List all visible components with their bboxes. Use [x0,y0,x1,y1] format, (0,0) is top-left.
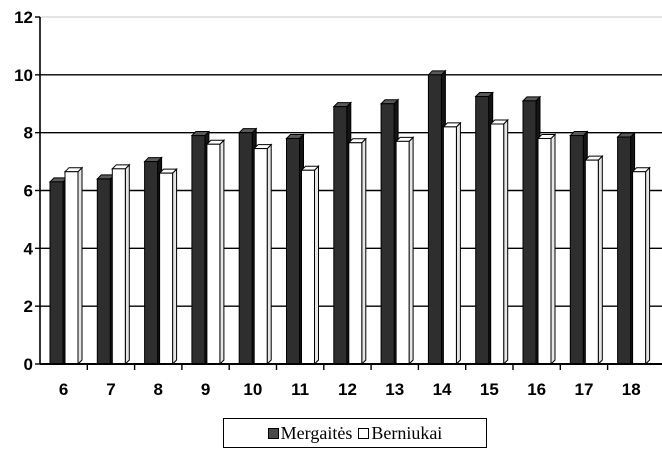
legend-item-boys: Berniukai [358,423,442,444]
bar-boys-10 [252,143,273,366]
bar-boys-11-front [301,169,315,365]
legend-item-girls: Mergaitės [267,422,353,444]
bar-boys-6-front [64,171,79,365]
bar-girls-12-front [333,106,348,365]
bar-boys-12-front [348,142,363,365]
bar-girls-15-front [475,96,490,365]
x-tick-label-17: 17 [574,380,593,399]
bar-girls-14 [427,69,447,366]
bar-boys-7-front [111,168,126,365]
legend-label-girls: Mergaitės [280,422,353,443]
x-tick-label-9: 9 [201,380,210,399]
bar-girls-11-front [286,137,300,365]
y-tick-label-8: 8 [24,124,33,143]
y-tick-label-2: 2 [24,297,33,316]
x-tick-label-16: 16 [527,380,546,399]
bar-boys-8-front [159,172,174,365]
bar-boys-18 [631,166,651,366]
bar-girls-18-front [617,136,632,365]
x-tick-label-12: 12 [338,380,357,399]
bar-boys-14 [442,121,462,366]
bar-boys-15 [489,118,509,366]
x-tick-label-7: 7 [106,380,115,399]
bar-boys-9-front [206,143,221,365]
x-tick-label-13: 13 [385,380,404,399]
bar-girls-8 [143,156,163,366]
bar-girls-8-front [144,161,159,365]
bar-girls-17-front [569,135,584,365]
y-tick-label-6: 6 [24,182,33,201]
bar-boys-11-side [314,165,319,366]
bar-boys-9 [205,139,226,366]
x-tick-label-6: 6 [59,380,68,399]
bar-boys-15-side [503,118,509,366]
bar-girls-13 [379,98,400,366]
bar-boys-6-side [77,166,83,366]
bar-boys-17-side [597,154,603,366]
bar-boys-10-side [266,143,272,366]
bar-boys-17 [584,154,604,366]
bar-boys-16-side [550,133,556,366]
bar-girls-6 [48,176,69,366]
bar-girls-18 [616,131,636,366]
bar-boys-12 [347,137,368,366]
legend: Mergaitės Berniukai [223,418,487,448]
bar-boys-18-front [632,171,647,365]
bar-girls-13-front [380,103,395,365]
bar-girls-10-front [238,132,253,365]
legend-swatch-boys [358,427,370,439]
bar-boys-8 [158,167,178,366]
x-tick-label-8: 8 [154,380,163,399]
bar-girls-16-front [522,100,537,365]
bar-girls-9-front [191,135,206,365]
bar-boys-10-front [253,148,268,365]
bar-boys-18-side [645,166,651,366]
bar-girls-7 [96,173,116,366]
x-tick-label-14: 14 [433,380,452,399]
y-tick-label-12: 12 [14,8,33,27]
legend-label-boys: Berniukai [371,422,443,443]
bar-boys-14-side [455,121,461,366]
bar-girls-7-front [96,178,111,365]
bar-boys-9-side [219,139,225,366]
bar-boys-7-side [124,163,130,366]
bar-boys-6 [63,166,84,366]
bar-boys-16 [536,133,557,366]
bar-boys-13-side [408,136,414,366]
bar-girls-6-front [49,181,64,365]
bar-girls-11 [285,133,305,366]
legend-swatch-girls [267,427,279,439]
bar-girls-14-front [427,74,442,365]
bar-boys-8-side [172,167,178,366]
y-tick-label-4: 4 [24,239,34,258]
bar-boys-11 [300,165,320,366]
bar-boys-12-side [361,137,367,366]
bar-boys-7 [111,163,131,366]
bar-boys-15-front [490,123,505,365]
bar-girls-10 [237,127,258,366]
bar-girls-17 [569,130,589,366]
bar-boys-17-front [584,159,599,365]
bar-girls-16 [521,95,542,366]
x-tick-label-15: 15 [480,380,499,399]
x-tick-label-10: 10 [243,380,262,399]
bar-boys-16-front [537,137,552,365]
bar-girls-12 [332,101,353,366]
bar-boys-13-front [395,140,410,365]
bar-girls-9 [190,130,211,366]
x-tick-label-11: 11 [291,380,309,399]
bar-boys-13 [394,136,415,366]
y-tick-label-0: 0 [24,355,33,374]
bar-boys-14-front [442,126,457,365]
bar-girls-15 [474,91,494,366]
x-tick-label-18: 18 [622,380,641,399]
y-tick-label-10: 10 [14,66,33,85]
